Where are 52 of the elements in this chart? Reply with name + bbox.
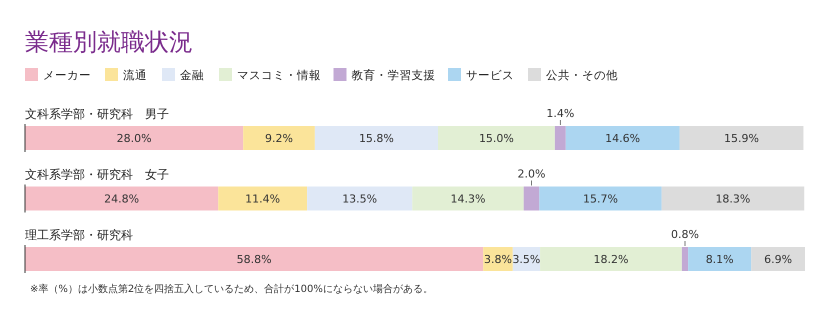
data-label: 15.0% <box>478 132 514 145</box>
data-label: 15.7% <box>582 192 618 206</box>
y-tick-label: 理工系学部・研究科 <box>25 228 133 242</box>
y-tick-label: 文科系学部・研究科 男子 <box>25 107 169 121</box>
legend-label: メーカー <box>43 68 91 82</box>
y-tick-label: 文科系学部・研究科 女子 <box>25 168 169 182</box>
legend-label: 教育・学習支援 <box>352 68 436 82</box>
bar <box>218 186 308 210</box>
bar <box>688 247 752 271</box>
data-label: 14.6% <box>605 132 640 145</box>
data-label: 15.8% <box>358 132 394 145</box>
data-label: 3.5% <box>512 253 540 266</box>
bar <box>243 126 315 150</box>
bar <box>566 126 680 150</box>
data-label: 8.1% <box>706 253 734 266</box>
bar <box>25 186 218 210</box>
data-label: 2.0% <box>518 168 546 180</box>
bar <box>25 126 244 150</box>
bar <box>25 247 484 271</box>
legend-label: サービス <box>466 68 514 82</box>
data-label: 28.0% <box>116 132 152 145</box>
bar <box>751 247 805 271</box>
data-label: 6.9% <box>764 253 792 266</box>
bar <box>438 126 555 150</box>
bar <box>524 186 540 210</box>
text: ※率（%）は小数点第2位を四捨五入しているため、合計が100%にならない場合がある。 <box>30 283 433 295</box>
bar <box>307 186 412 210</box>
legend-label: 金融 <box>180 68 204 82</box>
bar <box>662 186 804 210</box>
bar <box>554 126 566 150</box>
data-label: 24.8% <box>104 192 140 206</box>
legend-label: 公共・その他 <box>546 68 618 82</box>
chart-title: 業種別就職状況 <box>25 28 193 56</box>
data-label: 18.3% <box>715 192 750 206</box>
data-label: 15.9% <box>724 132 759 145</box>
bar <box>680 126 804 150</box>
bar <box>539 186 662 210</box>
data-label: 13.5% <box>342 192 378 206</box>
data-label: 1.4% <box>546 107 574 120</box>
data-label: 18.2% <box>593 253 628 266</box>
legend-label: 流通 <box>123 68 147 82</box>
bar <box>412 186 524 210</box>
bar <box>682 247 688 271</box>
data-label: 58.8% <box>236 253 272 266</box>
data-label: 0.8% <box>671 228 699 241</box>
data-label: 3.8% <box>484 253 512 266</box>
bar <box>540 247 682 271</box>
data-label: 11.4% <box>245 192 280 206</box>
data-label: 14.3% <box>450 192 486 206</box>
legend-label: マスコミ・情報 <box>237 68 321 82</box>
bar <box>314 126 438 150</box>
data-label: 9.2% <box>265 132 294 145</box>
